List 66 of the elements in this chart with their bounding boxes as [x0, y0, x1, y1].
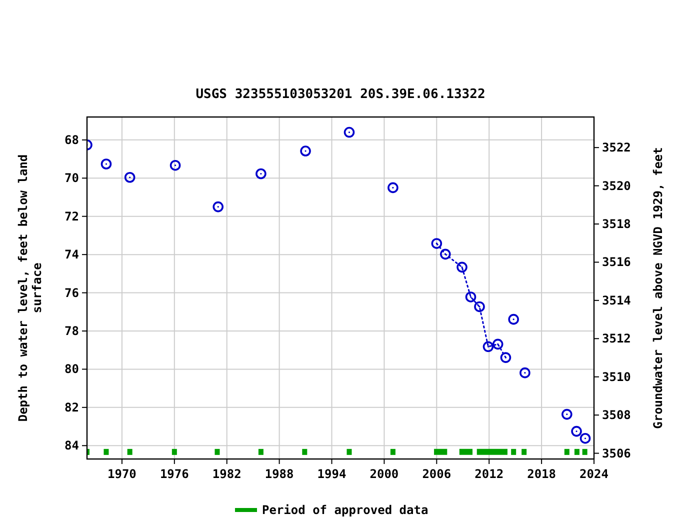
x-tick-label: 2024 [580, 467, 608, 481]
point [124, 172, 136, 183]
point [344, 126, 355, 138]
y2-tick-label: 3516 [602, 255, 631, 270]
y2-tick-label: 3518 [602, 216, 631, 231]
y2-axis-title: Groundwater level above NGVD 1929, feet [651, 147, 665, 429]
point [258, 448, 264, 455]
point [214, 448, 220, 455]
point [522, 448, 527, 455]
y-tick-label: 84 [64, 438, 79, 453]
point [390, 448, 396, 455]
point [474, 301, 485, 312]
x-tick-label: 2006 [422, 467, 452, 481]
y2-tick-label: 3520 [602, 178, 631, 193]
point [500, 352, 512, 363]
point [127, 448, 132, 455]
point [456, 262, 468, 273]
legend-label: Period of approved data [262, 503, 428, 517]
x-tick-label: 1994 [317, 467, 346, 481]
point [574, 448, 580, 455]
y-tick-label: 78 [64, 324, 79, 338]
y-tick-label: 74 [64, 248, 79, 262]
y2-tick-label: 3508 [602, 408, 631, 422]
y-tick-label: 68 [64, 132, 79, 147]
point [571, 426, 582, 437]
x-tick-label: 1982 [212, 467, 242, 481]
chart-title: USGS 323555103053201 20S.39E.06.13322 [196, 87, 486, 102]
y2-tick-label: 3510 [602, 370, 631, 384]
point [256, 168, 266, 180]
point [564, 448, 570, 455]
point [104, 448, 109, 455]
x-tick-label: 1988 [264, 467, 294, 481]
x-tick-label: 2012 [474, 467, 504, 481]
point [508, 314, 519, 325]
point [170, 160, 181, 171]
point [431, 238, 442, 249]
point [172, 448, 177, 455]
point [388, 182, 398, 194]
y2-tick-label: 3514 [602, 293, 631, 308]
x-tick-label: 2018 [527, 467, 556, 481]
point [580, 432, 591, 444]
point [582, 448, 588, 455]
y-tick-label: 76 [64, 286, 79, 300]
x-tick-label: 1970 [108, 467, 136, 481]
y-tick-label: 70 [64, 171, 79, 186]
y2-tick-label: 3522 [602, 140, 631, 155]
y-tick-label: 72 [64, 209, 79, 224]
y-tick-label: 82 [64, 400, 79, 414]
point [562, 408, 572, 420]
point [492, 338, 504, 350]
x-tick-label: 1976 [160, 467, 189, 481]
point [511, 448, 516, 455]
point [482, 341, 494, 352]
point [520, 367, 530, 378]
point [440, 248, 451, 260]
point [465, 292, 476, 302]
y-axis-title: Depth to water level, feet below land surface [16, 154, 44, 422]
point [346, 448, 352, 455]
point [212, 201, 224, 212]
y-tick-label: 80 [64, 362, 79, 376]
x-tick-label: 2000 [370, 467, 399, 481]
point [100, 158, 112, 170]
y2-tick-label: 3506 [602, 446, 631, 460]
y2-tick-label: 3512 [602, 332, 631, 346]
point [300, 146, 311, 156]
point [302, 448, 308, 455]
